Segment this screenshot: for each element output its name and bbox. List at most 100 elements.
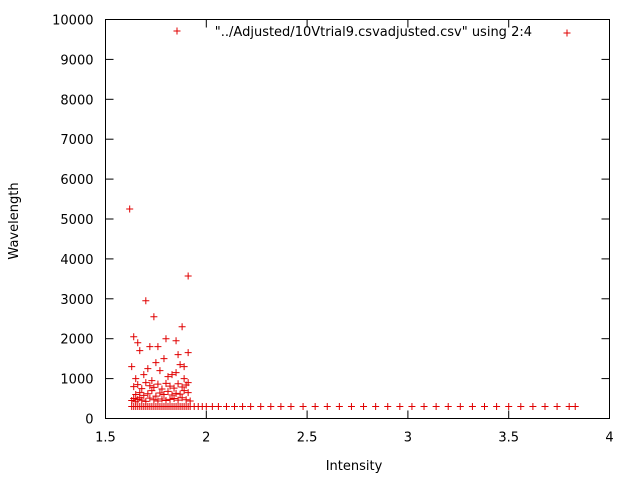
- y-tick-label: 10000: [52, 14, 93, 29]
- data-point: [162, 397, 170, 405]
- data-point: [432, 403, 440, 411]
- data-point: [136, 389, 144, 397]
- data-point: [134, 381, 142, 389]
- data-point: [202, 403, 210, 411]
- data-point: [142, 379, 150, 387]
- legend-label: "../Adjusted/10Vtrial9.csvadjusted.csv" …: [215, 25, 532, 40]
- data-point: [140, 371, 148, 379]
- data-point: [172, 369, 180, 377]
- data-point: [172, 389, 180, 397]
- y-axis: 0 1000 2000 3000 4000 5000 6000 7000 8000 9000 100…: [52, 14, 610, 428]
- legend-marker: [173, 27, 571, 37]
- x-axis: 1.5 2 2.5 3 3.5 4: [95, 19, 614, 446]
- x-tick-label: 2: [202, 431, 210, 446]
- data-point: [239, 403, 247, 411]
- data-point: [162, 379, 170, 387]
- x-tick-label: 1.5: [95, 431, 116, 446]
- data-point: [178, 394, 186, 402]
- data-point: [150, 383, 158, 391]
- data-point: [360, 403, 368, 411]
- data-point: [128, 363, 136, 371]
- data-point: [144, 390, 152, 398]
- data-point: [176, 361, 184, 369]
- data-point: [420, 403, 428, 411]
- data-point: [138, 385, 146, 393]
- data-point: [180, 363, 188, 371]
- data-point: [231, 403, 239, 411]
- data-point: [144, 365, 152, 373]
- data-point: [148, 377, 156, 385]
- data-point: [277, 403, 285, 411]
- x-tick-label: 4: [605, 431, 613, 446]
- data-point: [154, 343, 162, 351]
- data-point: [146, 343, 154, 351]
- data-point: [186, 397, 194, 405]
- x-axis-title: Intensity: [326, 459, 383, 474]
- data-point: [126, 205, 134, 213]
- data-point: [323, 403, 331, 411]
- data-point: [553, 403, 561, 411]
- data-point: [146, 382, 154, 390]
- data-point: [150, 313, 158, 321]
- data-point: [158, 395, 166, 403]
- data-point: [168, 391, 176, 399]
- data-point: [444, 403, 452, 411]
- x-tick-label: 3.5: [498, 431, 519, 446]
- y-tick-label: 0: [85, 413, 93, 428]
- data-point: [154, 380, 162, 388]
- y-tick-label: 9000: [60, 53, 93, 68]
- data-point: [456, 403, 464, 411]
- y-tick-label: 2000: [60, 333, 93, 348]
- data-point: [184, 272, 192, 280]
- data-point: [565, 403, 573, 411]
- data-point: [158, 385, 166, 393]
- data-point: [172, 337, 180, 345]
- data-point: [396, 403, 404, 411]
- data-point: [247, 403, 255, 411]
- data-point: [146, 394, 154, 402]
- y-tick-label: 6000: [60, 173, 93, 188]
- legend-marker-point: [173, 27, 181, 35]
- data-point: [335, 403, 343, 411]
- data-points: [126, 205, 579, 411]
- data-point: [529, 403, 537, 411]
- data-point: [184, 389, 192, 397]
- data-point: [136, 347, 144, 355]
- data-point: [176, 390, 184, 398]
- data-point: [140, 391, 148, 399]
- data-point: [138, 396, 146, 404]
- data-point: [164, 373, 172, 381]
- data-point: [311, 403, 319, 411]
- data-point: [299, 403, 307, 411]
- data-point: [347, 403, 355, 411]
- y-tick-label: 1000: [60, 373, 93, 388]
- plot-frame: [105, 19, 610, 419]
- data-point: [154, 397, 162, 405]
- data-point: [481, 403, 489, 411]
- data-point: [408, 403, 416, 411]
- y-tick-label: 5000: [60, 213, 93, 228]
- y-tick-label: 7000: [60, 133, 93, 148]
- data-point: [257, 403, 265, 411]
- data-point: [372, 403, 380, 411]
- data-point: [168, 371, 176, 379]
- y-tick-label: 8000: [60, 93, 93, 108]
- x-tick-label: 3: [404, 431, 412, 446]
- data-point: [208, 403, 216, 411]
- data-point: [132, 375, 140, 383]
- legend: "../Adjusted/10Vtrial9.csvadjusted.csv" …: [173, 25, 571, 40]
- data-point: [142, 297, 150, 305]
- data-point: [178, 383, 186, 391]
- data-point: [162, 335, 170, 343]
- data-point: [493, 403, 501, 411]
- data-point: [156, 389, 164, 397]
- data-point: [130, 383, 138, 391]
- data-point: [505, 403, 513, 411]
- data-point: [468, 403, 476, 411]
- y-tick-label: 4000: [60, 253, 93, 268]
- data-point: [142, 397, 150, 405]
- data-point: [160, 391, 168, 399]
- x-tick-label: 2.5: [297, 431, 318, 446]
- data-point: [174, 396, 182, 404]
